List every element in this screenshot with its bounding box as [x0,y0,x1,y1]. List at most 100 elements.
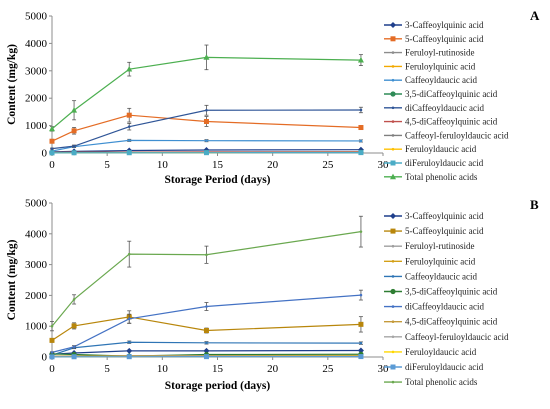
data-point [391,51,395,54]
data-point [391,275,395,278]
x-tick-label: 10 [157,363,169,375]
data-point [49,354,55,360]
data-point [359,108,363,112]
data-point [203,347,210,354]
series-diferuloyldaucic-acid [49,354,364,360]
legend-label: 3-Caffeoylquinic acid [405,211,484,221]
legend-entry: 5-Caffeoylquinic acid [384,34,484,44]
data-point [71,150,77,156]
data-point [391,380,395,384]
data-point [391,65,395,68]
series-line [51,109,361,150]
data-point [390,228,396,234]
x-tick-label: 25 [322,159,334,171]
data-point [391,147,395,151]
y-tick-label: 3000 [25,259,48,271]
data-point [126,354,132,360]
legend-entry: Feruloylquinic acid [384,61,476,71]
legend-label: 3,5-diCaffeoylquinic acid [405,287,498,297]
data-point [391,78,395,82]
data-point [391,120,395,123]
data-point [390,22,396,28]
data-point [203,354,209,360]
legend-label: Feruloylquinic acid [405,256,476,266]
legend-entry: 3,5-diCaffeoylquinic acid [384,89,498,99]
data-point [203,150,209,156]
y-tick-label: 0 [42,352,48,364]
x-tick-label: 15 [212,159,224,171]
legend-entry: 3-Caffeoylquinic acid [384,20,484,30]
legend-label: Feruloyldaucic acid [405,347,477,357]
legend-entry: Caffeoyl-feruloyldaucic acid [384,332,509,342]
legend-entry: Caffeoyldaucic acid [384,75,478,85]
legend-entry: Total phenolic acids [384,172,478,182]
legend-label: Caffeoyldaucic acid [405,271,478,281]
data-point [390,160,396,166]
x-tick-label: 20 [267,363,279,375]
data-point [71,323,77,329]
data-point [205,253,208,257]
legend-label: 5-Caffeoylquinic acid [405,34,484,44]
x-tick-label: 15 [212,363,224,375]
x-tick-label: 10 [157,159,169,171]
data-point [391,134,395,137]
x-tick-label: 0 [49,363,55,375]
data-point [205,139,208,142]
legend-label: Caffeoyl-feruloyldaucic acid [405,332,509,342]
legend-label: diCaffeoyldaucic acid [405,103,485,113]
data-point [71,107,78,113]
legend-entry: Total phenolic acids [384,377,478,387]
legend-entry: 5-Caffeoylquinic acid [384,226,484,236]
y-tick-label: 1000 [25,120,48,132]
panel-letter: A [530,8,540,23]
legend-label: diFeruloyldaucic acid [405,362,484,372]
legend-entry: diFeruloyldaucic acid [384,362,484,372]
legend-entry: 4,5-diCaffeoylquinic acid [384,317,498,327]
y-tick-label: 2000 [25,290,48,302]
data-point [390,91,396,97]
legend-entry: Feruloylquinic acid [384,256,476,266]
y-tick-label: 4000 [25,38,48,50]
data-point [50,147,54,150]
data-point [71,354,77,360]
legend-label: Feruloyl-rutinoside [405,241,475,251]
data-point [359,230,363,233]
series-total-phenolic-acids [50,215,363,332]
series-diferuloyldaucic-acid [49,150,364,156]
series-5-caffeoylquinic-acid [49,310,364,343]
legend-label: Caffeoyl-feruloyldaucic acid [405,130,509,140]
legend-entry: 4,5-diCaffeoylquinic acid [384,117,498,127]
x-tick-label: 5 [104,363,110,375]
legend-label: Total phenolic acids [405,172,478,182]
data-point [127,139,131,142]
legend-entry: Feruloyl-rutinoside [384,241,475,251]
data-point [126,150,132,156]
data-point [126,65,133,72]
data-point [72,144,76,148]
series-dicaffeoyldaucic-acid [50,289,363,354]
data-point [49,337,55,343]
x-tick-label: 0 [49,159,55,171]
legend-entry: 3-Caffeoylquinic acid [384,211,484,221]
x-tick-label: 20 [267,159,279,171]
data-point [205,305,208,308]
data-point [49,125,55,132]
series-5-caffeoylquinic-acid [49,107,364,144]
x-tick-label: 30 [378,159,390,171]
legend-label: Feruloyl-rutinoside [405,48,475,58]
data-point [358,321,364,327]
data-point [391,350,395,354]
legend-entry: Feruloyldaucic acid [384,144,477,154]
legend-label: 5-Caffeoylquinic acid [405,226,484,236]
panel-letter: B [530,197,539,212]
x-tick-label: 5 [104,159,110,171]
data-point [205,108,208,112]
data-point [358,150,364,156]
data-point [391,244,395,248]
legend-entry: Feruloyldaucic acid [384,347,477,357]
legend-entry: diFeruloyldaucic acid [384,158,484,168]
legend-entry: diCaffeoyldaucic acid [384,103,485,113]
data-point [391,106,395,110]
data-point [390,288,396,295]
